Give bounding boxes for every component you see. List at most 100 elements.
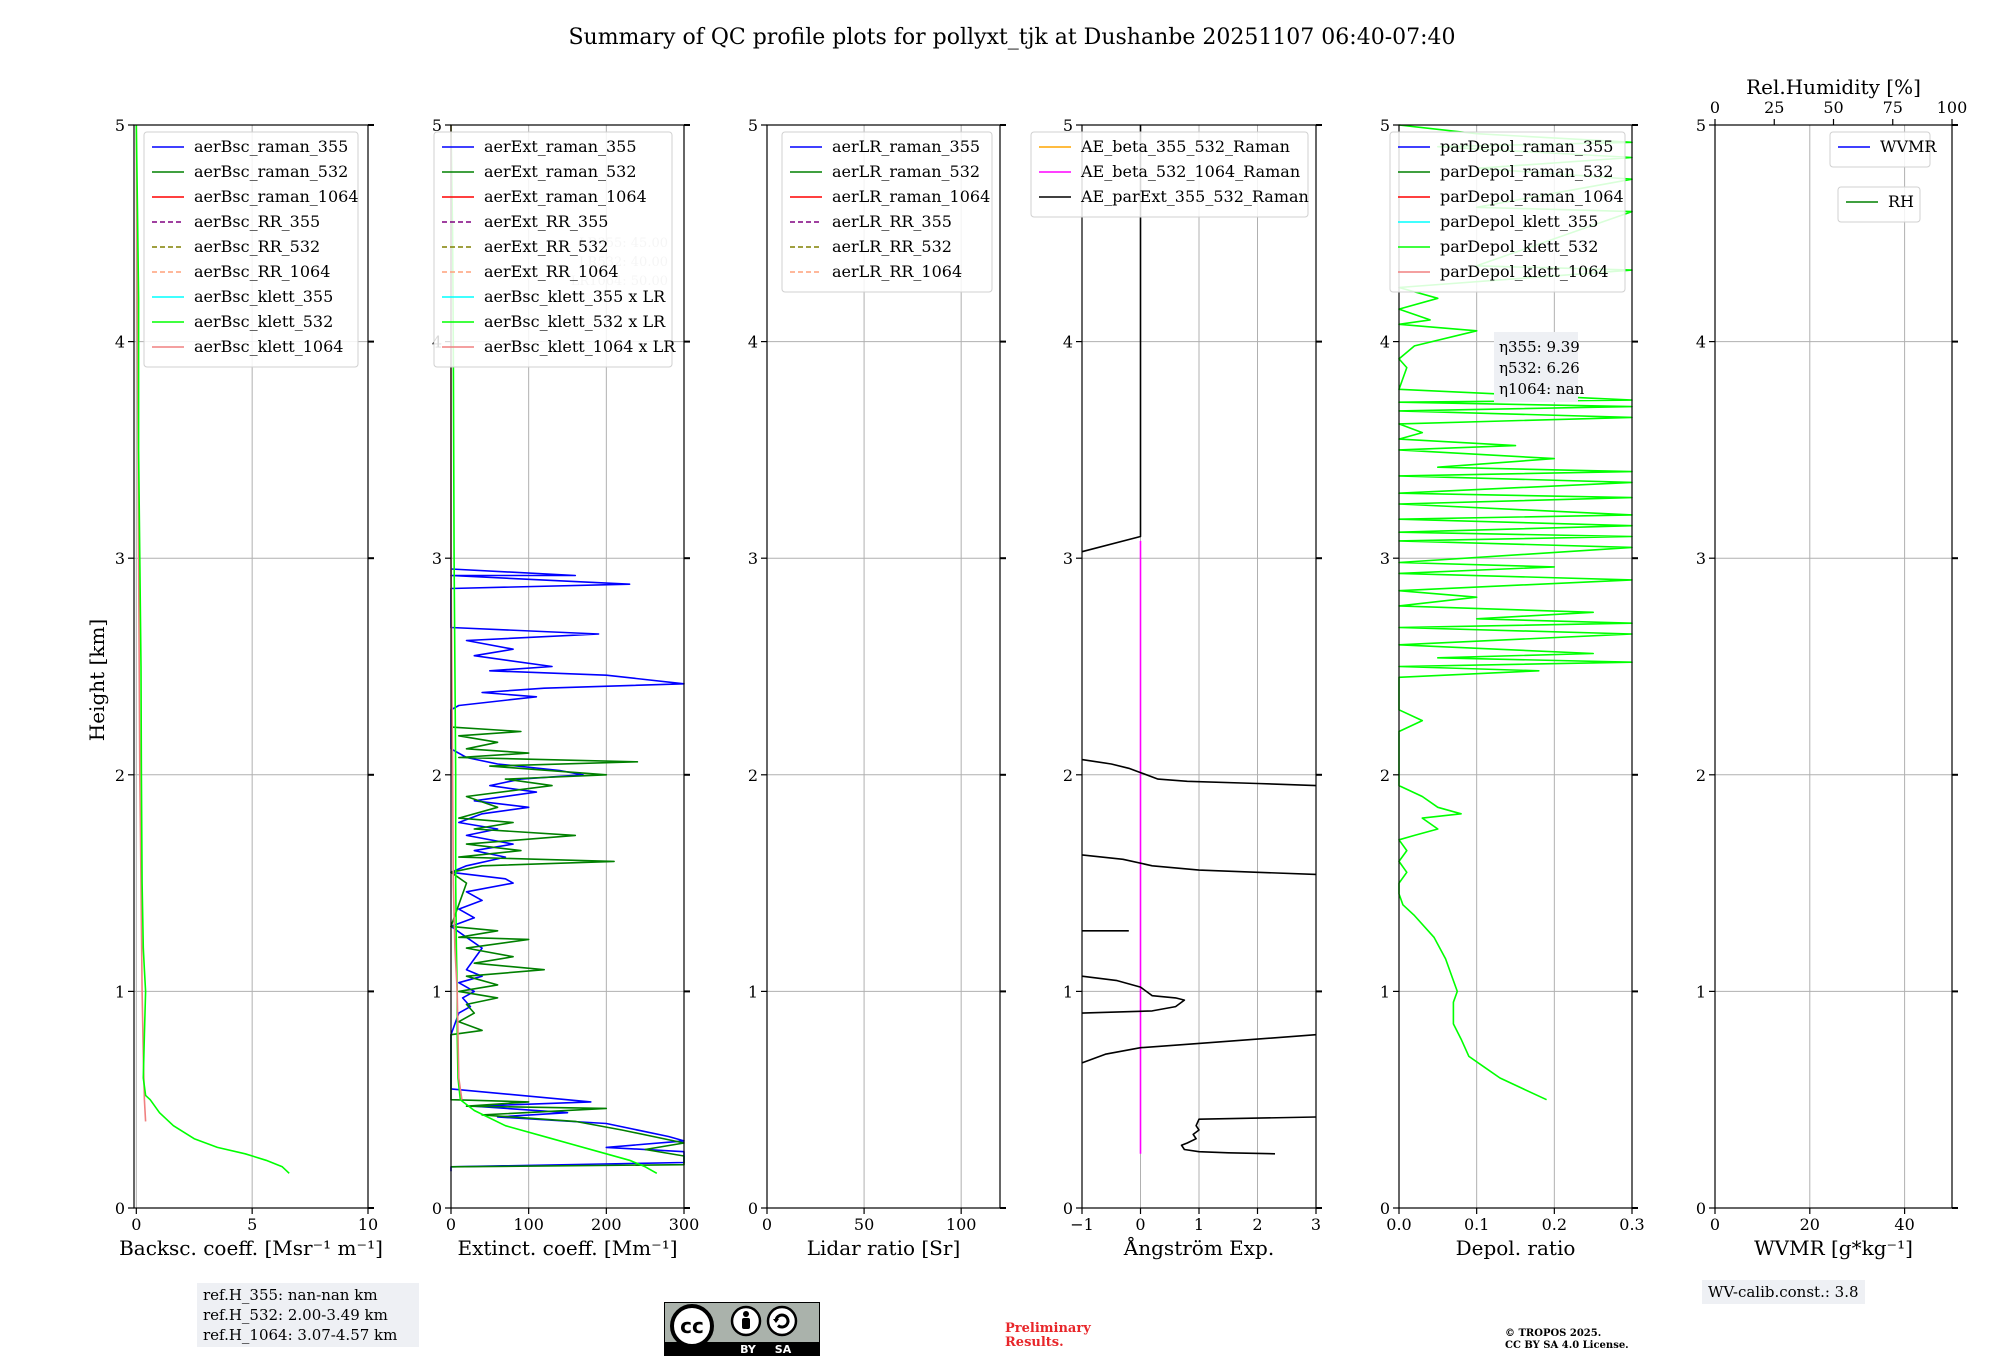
x-tick-label: 20 [1800,1215,1820,1234]
y-tick-label: 3 [748,549,758,568]
x-tick-label: 0 [1135,1215,1145,1234]
legend-label: parDepol_klett_532 [1440,237,1598,256]
x-axis-label: WVMR [g*kg⁻¹] [1754,1236,1913,1260]
y-tick-label: 1 [1380,982,1390,1001]
preliminary-line-1: Preliminary [1005,1321,1091,1336]
eta-note: η1064: nan [1499,380,1585,398]
top-axis-label: Rel.Humidity [%] [1746,75,1921,99]
legend-label: parDepol_raman_1064 [1440,187,1624,206]
legend-box [1389,131,1626,293]
series-line-AE_parExt_355_532_Raman [1081,854,1317,876]
y-tick-label: 5 [115,116,125,135]
eta-note-box [1494,332,1578,402]
panel-depol: 0.0 0.1 0.2 0.3 0 1 2 3 4 5 Depol. ratio η355: 9.39… [1380,116,1645,1260]
series-line-AE_parExt_355_532_Raman [1081,125,1142,553]
x-tick-label: 300 [669,1215,700,1234]
x-axis-label: Backsc. coeff. [Msr⁻¹ m⁻¹] [119,1236,383,1260]
plot-frame [1398,124,1633,1209]
x-tick-label: 5 [247,1215,257,1234]
sa-label: SA [775,1343,792,1356]
x-tick-label: 0 [131,1215,141,1234]
x-axis-label: Depol. ratio [1456,1236,1576,1260]
legend-label: WVMR [1880,137,1937,156]
x-tick-label: 0.1 [1464,1215,1489,1234]
x-tick-label: 0.2 [1542,1215,1567,1234]
y-tick-label: 0 [1380,1199,1390,1218]
y-tick-label: 4 [1380,333,1390,352]
x-axis-label: Lidar ratio [Sr] [807,1236,961,1260]
y-tick-label: 5 [1380,116,1390,135]
panel-lr: 0 50 100 0 1 2 3 4 5 Lidar ratio [Sr] aerLR_raman_… [748,116,1006,1260]
series-line-aerExt_raman_355 [450,568,685,1172]
plot-frame [766,124,1001,1209]
y-tick-label: 0 [115,1199,125,1218]
legend-label: aerLR_RR_1064 [832,262,962,281]
y-tick-label: 0 [432,1199,442,1218]
legend-label: aerBsc_klett_355 x LR [484,287,666,306]
y-tick-label: 5 [1063,116,1073,135]
legend-label: AE_parExt_355_532_Raman [1080,187,1309,206]
series-line-parDepol_klett_532 [1398,124,1633,1101]
legend-label: aerExt_RR_1064 [484,262,619,281]
y-tick-label: 3 [1696,549,1706,568]
panel-wv: 0 20 40 0 1 2 3 4 5 WVMR [g*kg⁻¹] 0 25 50 75 100 Rel.Hu… [1696,75,1967,1260]
legend-label: aerBsc_raman_532 [194,162,348,181]
x-tick-label: 0 [446,1215,456,1234]
legend-label: aerLR_RR_532 [832,237,952,256]
legend-box [143,131,359,368]
legend-label: AE_beta_355_532_Raman [1080,137,1290,156]
y-tick-label: 1 [432,982,442,1001]
series-line-aerBsc_klett_532 [135,124,290,1174]
x-tick-label: 100 [513,1215,544,1234]
eta-note: η355: 9.39 [1499,338,1580,356]
plot-frame [450,124,685,1209]
cc-icon [670,1304,714,1348]
legend-label: aerLR_RR_355 [832,212,952,231]
legend-label: RH [1888,192,1914,211]
y-tick-label: 3 [1063,549,1073,568]
cc-by-sa-badge: cc BY SA [664,1302,820,1356]
ref-height-532: ref.H_532: 2.00-3.49 km [203,1306,388,1324]
sa-share-icon [766,1305,798,1337]
top-x-tick-label: 75 [1883,98,1903,117]
reference-heights-box: ref.H_355: nan-nan km ref.H_532: 2.00-3.… [197,1283,419,1347]
legend-label: aerLR_raman_1064 [832,187,990,206]
plot-frame [1714,124,1953,1209]
legend-label: parDepol_raman_532 [1440,162,1613,181]
y-tick-label: 4 [115,333,125,352]
legend-label: aerBsc_klett_1064 [194,337,343,356]
legend-box [1030,131,1309,218]
top-x-tick-label: 25 [1764,98,1784,117]
y-tick-label: 1 [1696,982,1706,1001]
copyright-line-2: CC BY SA 4.0 License. [1505,1340,1629,1351]
legend-label: AE_beta_532_1064_Raman [1080,162,1300,181]
legend-label: parDepol_klett_1064 [1440,262,1609,281]
top-x-tick-label: 50 [1823,98,1843,117]
x-tick-label: 1 [1194,1215,1204,1234]
y-tick-label: 0 [1063,1199,1073,1218]
y-tick-label: 5 [432,116,442,135]
legend-label: aerBsc_RR_1064 [194,262,330,281]
x-tick-label: 10 [358,1215,378,1234]
y-tick-label: 4 [748,333,758,352]
legend-label: aerExt_raman_1064 [484,187,647,206]
legend-box [433,131,673,368]
x-tick-label: 0.3 [1619,1215,1644,1234]
legend-box [1837,186,1921,223]
series-line-AE_parExt_355_532_Raman [1180,1116,1317,1155]
y-tick-label: 5 [748,116,758,135]
y-tick-label: 4 [1063,333,1073,352]
x-tick-label: 2 [1252,1215,1262,1234]
series-line-AE_parExt_355_532_Raman [1081,758,1317,787]
y-tick-label: 2 [1696,766,1706,785]
top-x-tick-label: 0 [1710,98,1720,117]
y-tick-label: 1 [748,982,758,1001]
legend-label: aerBsc_raman_1064 [194,187,359,206]
x-tick-label: 40 [1894,1215,1914,1234]
y-tick-label: 0 [1696,1199,1706,1218]
legend-label: aerBsc_klett_355 [194,287,333,306]
eta-note: η532: 6.26 [1499,359,1580,377]
wv-calibration-box: WV-calib.const.: 3.8 [1702,1280,1865,1304]
legend-label: aerBsc_RR_355 [194,212,320,231]
